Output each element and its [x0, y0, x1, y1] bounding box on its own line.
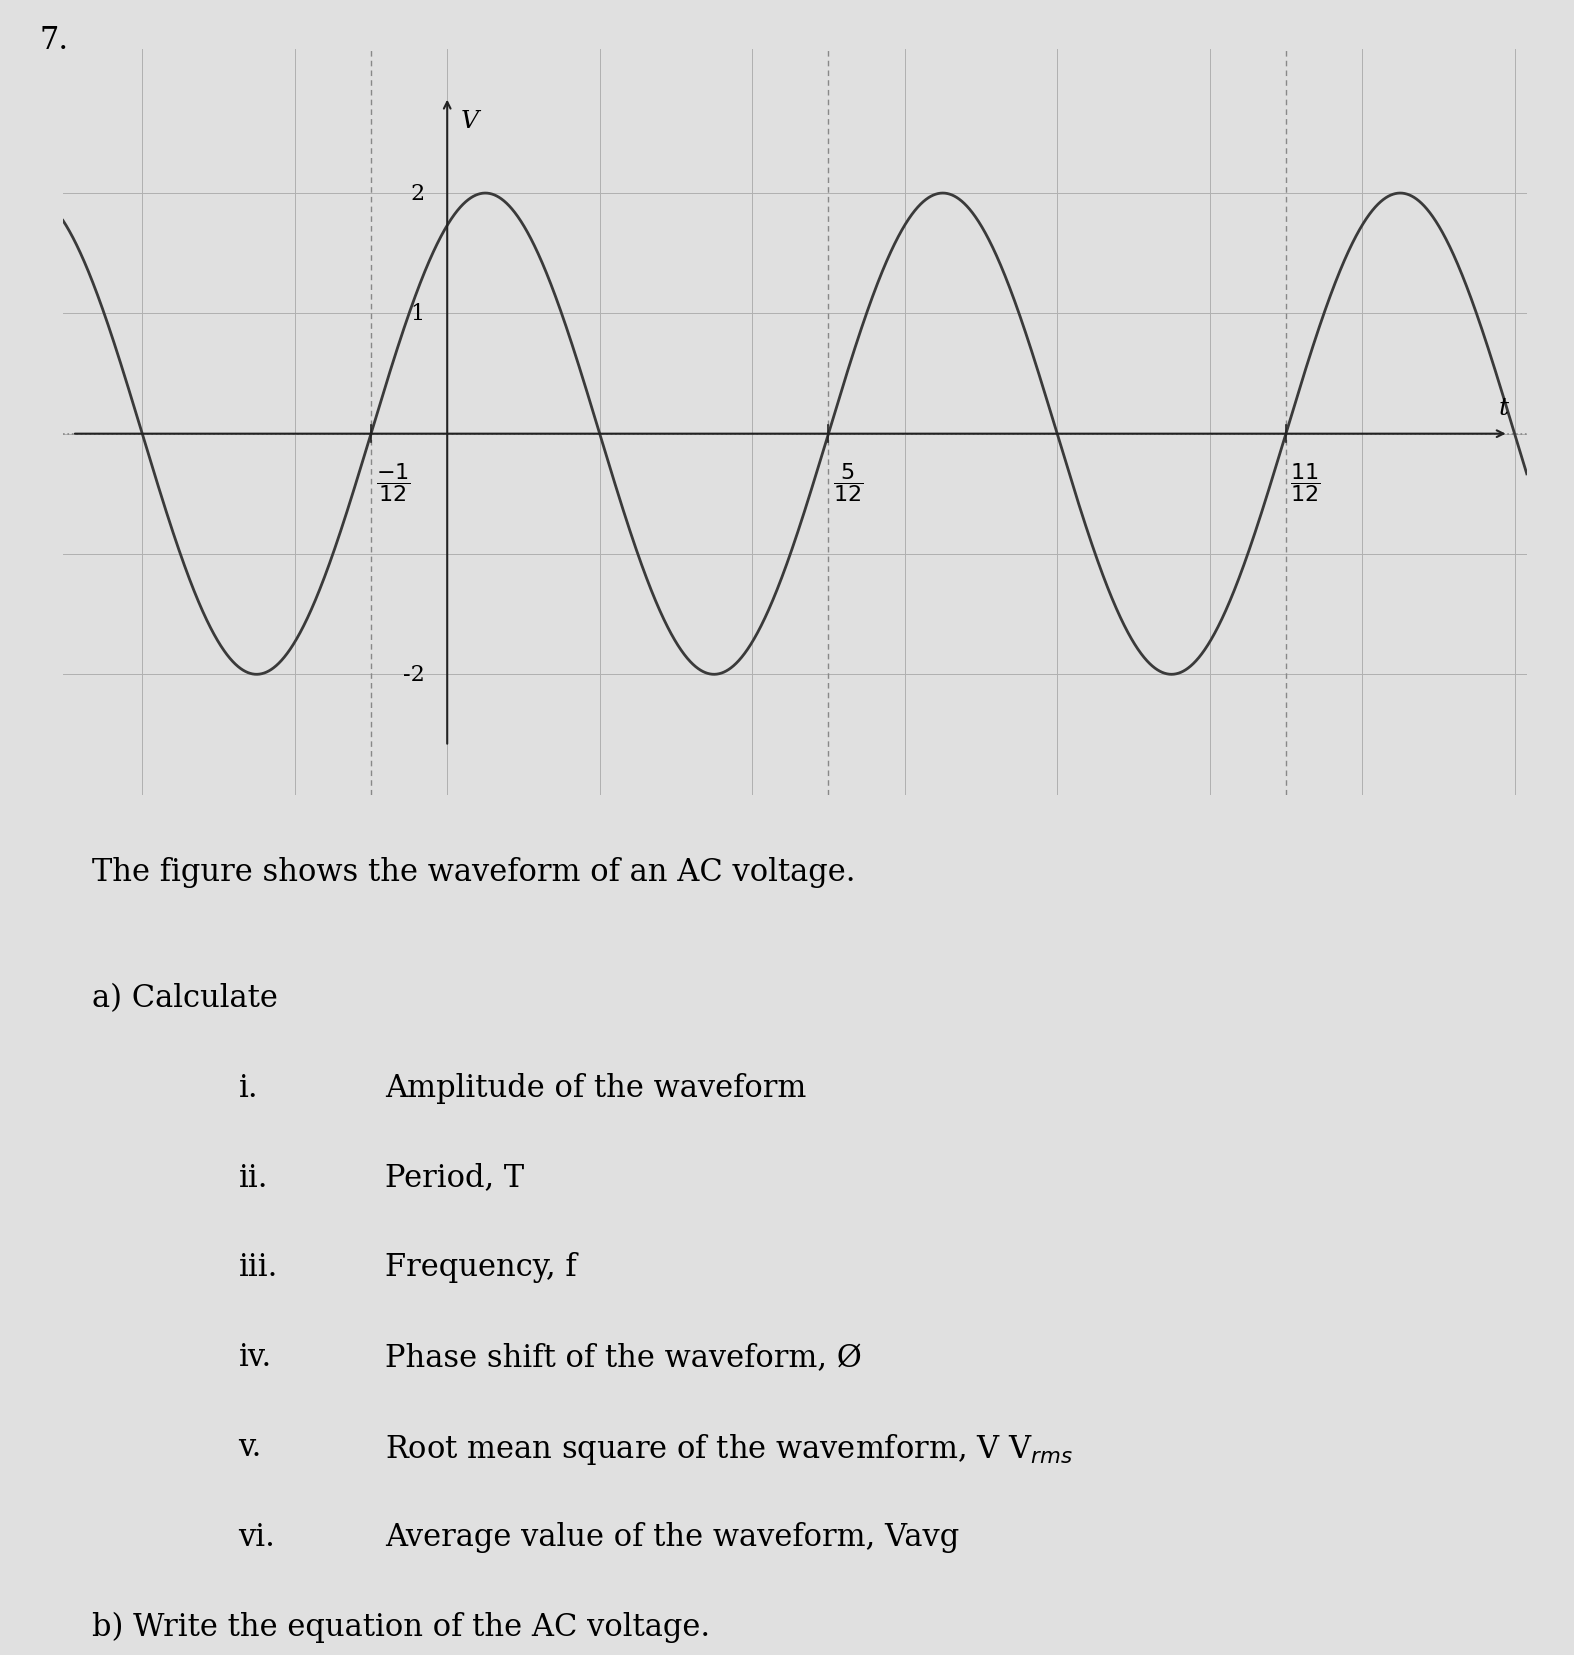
- Text: Frequency, f: Frequency, f: [386, 1251, 576, 1283]
- Text: Phase shift of the waveform, Ø: Phase shift of the waveform, Ø: [386, 1342, 863, 1372]
- Text: i.: i.: [239, 1072, 258, 1104]
- Text: ii.: ii.: [239, 1162, 268, 1193]
- Text: $\dfrac{5}{12}$: $\dfrac{5}{12}$: [833, 460, 863, 503]
- Text: $\dfrac{11}{12}$: $\dfrac{11}{12}$: [1291, 460, 1321, 503]
- Text: 7.: 7.: [39, 25, 69, 56]
- Text: -2: -2: [403, 664, 425, 685]
- Text: vi.: vi.: [239, 1521, 275, 1552]
- Text: Average value of the waveform, Vavg: Average value of the waveform, Vavg: [386, 1521, 959, 1552]
- Text: V: V: [461, 109, 478, 132]
- Text: a) Calculate: a) Calculate: [93, 983, 279, 1013]
- Text: Root mean square of the wavemform, V V$_{rms}$: Root mean square of the wavemform, V V$_…: [386, 1432, 1073, 1466]
- Text: The figure shows the waveform of an AC voltage.: The figure shows the waveform of an AC v…: [93, 857, 856, 887]
- Text: v.: v.: [239, 1432, 261, 1463]
- Text: b) Write the equation of the AC voltage.: b) Write the equation of the AC voltage.: [93, 1610, 710, 1642]
- Text: iv.: iv.: [239, 1342, 272, 1372]
- Text: 1: 1: [411, 303, 425, 324]
- Text: Period, T: Period, T: [386, 1162, 524, 1193]
- Text: Amplitude of the waveform: Amplitude of the waveform: [386, 1072, 806, 1104]
- Text: iii.: iii.: [239, 1251, 279, 1283]
- Text: $\dfrac{-1}{12}$: $\dfrac{-1}{12}$: [376, 460, 411, 503]
- Text: 2: 2: [411, 184, 425, 205]
- Text: t: t: [1498, 397, 1508, 420]
